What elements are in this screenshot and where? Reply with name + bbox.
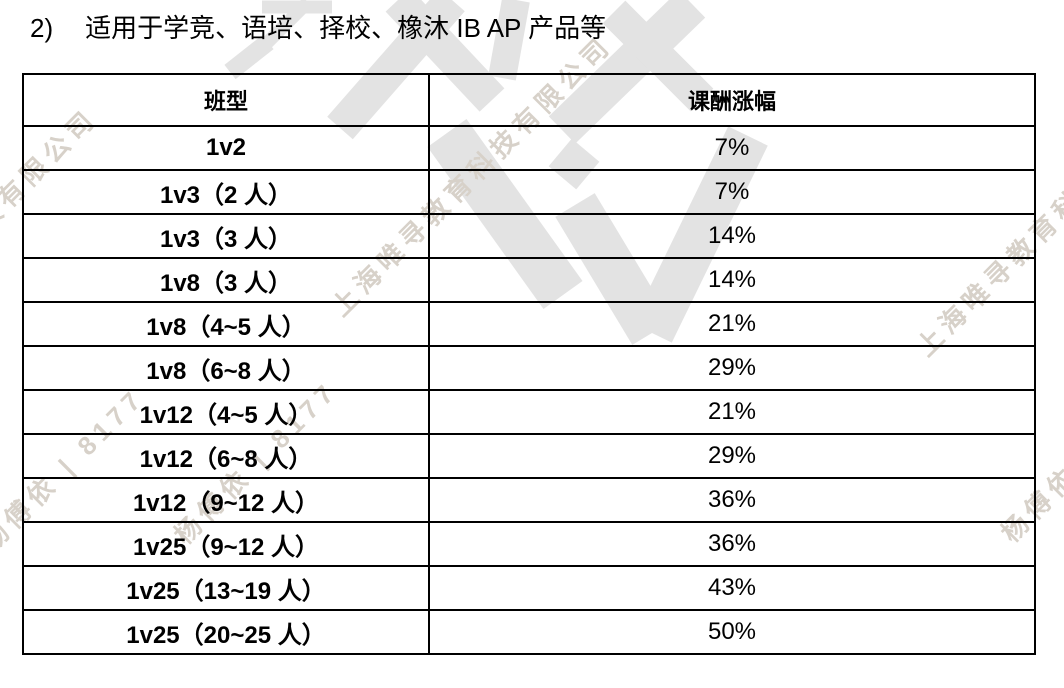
- table-row: 1v12（6~8 人） 29%: [22, 433, 1036, 479]
- class-type-cell: 1v2: [22, 125, 430, 171]
- pay-increase-cell: 50%: [428, 609, 1036, 655]
- class-type-cell: 1v25（9~12 人）: [22, 521, 430, 567]
- class-type-cell: 1v12（6~8 人）: [22, 433, 430, 479]
- class-type-cell: 1v3（2 人）: [22, 169, 430, 215]
- pay-increase-cell: 29%: [428, 433, 1036, 479]
- heading-text: 适用于学竞、语培、择校、橡沐 IB AP 产品等: [85, 13, 607, 43]
- heading-number: 2): [30, 13, 54, 43]
- pay-increase-cell: 29%: [428, 345, 1036, 391]
- table-row: 1v3（2 人） 7%: [22, 169, 1036, 215]
- class-type-cell: 1v25（20~25 人）: [22, 609, 430, 655]
- class-type-cell: 1v3（3 人）: [22, 213, 430, 259]
- table-row: 1v8（3 人） 14%: [22, 257, 1036, 303]
- table-row: 1v12（9~12 人） 36%: [22, 477, 1036, 523]
- pay-increase-cell: 14%: [428, 213, 1036, 259]
- table-body: 1v2 7% 1v3（2 人） 7% 1v3（3 人） 14% 1v8（3 人） 14% 1v8…: [22, 125, 1036, 655]
- pay-increase-cell: 21%: [428, 389, 1036, 435]
- class-type-cell: 1v8（6~8 人）: [22, 345, 430, 391]
- class-type-cell: 1v8（3 人）: [22, 257, 430, 303]
- class-type-cell: 1v12（4~5 人）: [22, 389, 430, 435]
- pay-increase-cell: 7%: [428, 125, 1036, 171]
- table-row: 1v3（3 人） 14%: [22, 213, 1036, 259]
- table-row: 1v8（4~5 人） 21%: [22, 301, 1036, 347]
- pay-increase-table: 班型 课酬涨幅 1v2 7% 1v3（2 人） 7% 1v3（3 人） 14% 1v8（3 …: [22, 73, 1036, 655]
- pay-increase-cell: 36%: [428, 521, 1036, 567]
- section-heading: 2) 适用于学竞、语培、择校、橡沐 IB AP 产品等: [30, 11, 606, 45]
- class-type-cell: 1v25（13~19 人）: [22, 565, 430, 611]
- table-row: 1v12（4~5 人） 21%: [22, 389, 1036, 435]
- class-type-cell: 1v12（9~12 人）: [22, 477, 430, 523]
- pay-increase-cell: 14%: [428, 257, 1036, 303]
- table-row: 1v25（13~19 人） 43%: [22, 565, 1036, 611]
- header-pay-increase: 课酬涨幅: [428, 73, 1036, 127]
- table-row: 1v25（20~25 人） 50%: [22, 609, 1036, 655]
- table-row: 1v25（9~12 人） 36%: [22, 521, 1036, 567]
- table-row: 1v2 7%: [22, 125, 1036, 171]
- pay-increase-cell: 36%: [428, 477, 1036, 523]
- class-type-cell: 1v8（4~5 人）: [22, 301, 430, 347]
- pay-increase-cell: 21%: [428, 301, 1036, 347]
- pay-increase-cell: 43%: [428, 565, 1036, 611]
- table-header-row: 班型 课酬涨幅: [22, 73, 1036, 127]
- table-row: 1v8（6~8 人） 29%: [22, 345, 1036, 391]
- header-class-type: 班型: [22, 73, 430, 127]
- pay-increase-cell: 7%: [428, 169, 1036, 215]
